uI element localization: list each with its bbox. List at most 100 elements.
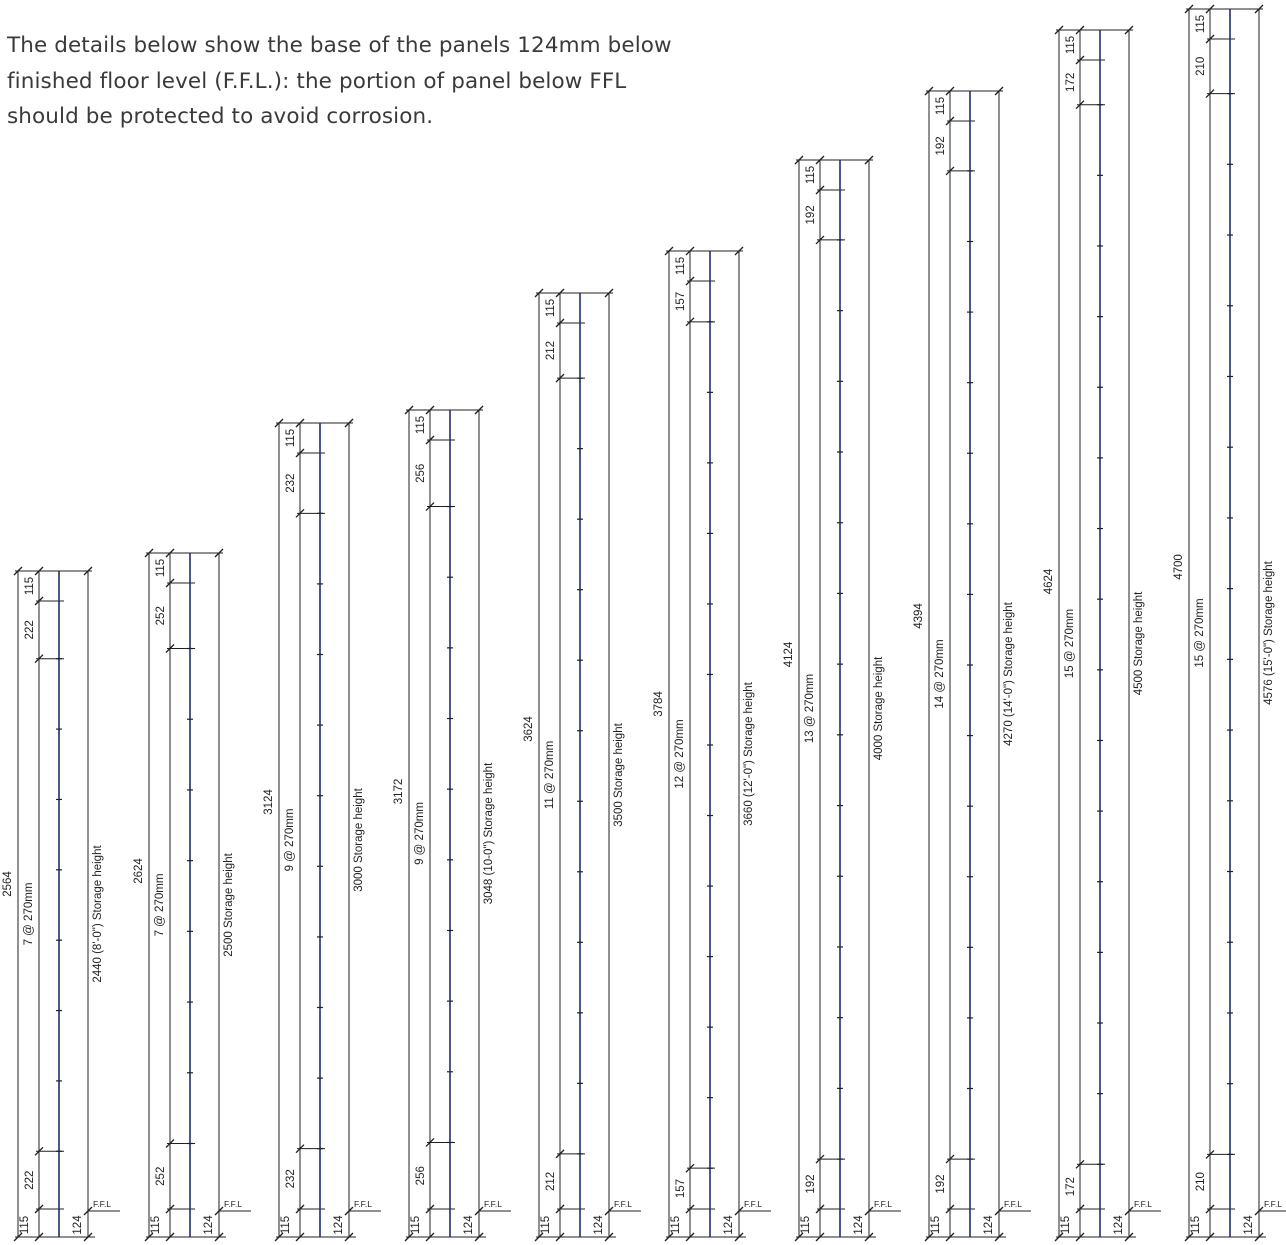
dimension-tick (1075, 1232, 1085, 1242)
dimension-tick (604, 288, 614, 298)
panel-elevation: F.F.L 3124 9 @ 270mm 3000 Storage height 115… (263, 418, 381, 1242)
storage-height-label: 3048 (10-0") Storage height (483, 762, 495, 904)
intro-text: The details below show the base of the p… (7, 28, 807, 135)
bottom-gap-label: 212 (545, 1172, 557, 1191)
storage-height-label: 4500 Storage height (1133, 591, 1145, 695)
dimension-tick (945, 86, 955, 96)
dimension-tick (83, 566, 93, 576)
total-height-label: 4700 (1173, 554, 1185, 580)
dimension-tick (344, 418, 354, 428)
dimension-tick (945, 1232, 955, 1242)
panel-elevation: F.F.L 3172 9 @ 270mm 3048 (10-0") Storage h… (393, 405, 511, 1242)
dimension-tick (344, 1232, 354, 1242)
ffl-label: F.F.L (93, 1199, 111, 1209)
top-gap-label: 232 (285, 474, 297, 493)
dimension-tick (555, 288, 565, 298)
ffl-label: F.F.L (224, 1199, 242, 1209)
dimension-tick (165, 548, 175, 558)
dimension-tick (864, 1232, 874, 1242)
top-gap-label: 252 (155, 606, 167, 625)
intro-line-3: should be protected to avoid corrosion. (7, 104, 434, 129)
dimension-tick (165, 1232, 175, 1242)
storage-height-label: 3000 Storage height (353, 787, 365, 891)
storage-height-label: 4000 Storage height (873, 656, 885, 760)
panel-elevation: F.F.L 3624 11 @ 270mm 3500 Storage height 11… (523, 288, 641, 1242)
intro-line-1: The details below show the base of the p… (7, 33, 672, 58)
bottom-gap-label: 222 (24, 1171, 36, 1190)
total-height-label: 3624 (523, 716, 535, 742)
dimension-tick (214, 1232, 224, 1242)
dimension-tick (815, 1232, 825, 1242)
total-height-label: 2564 (2, 871, 14, 897)
pitch-label: 11 @ 270mm (544, 741, 556, 809)
pitch-label: 7 @ 270mm (154, 874, 166, 937)
dimension-tick (474, 1232, 484, 1242)
below-ffl-label: 124 (463, 1215, 475, 1235)
total-height-label: 2624 (133, 858, 145, 884)
panel-elevation: F.F.L 3784 12 @ 270mm 3660 (12'-0") Storage… (653, 246, 771, 1242)
dimension-tick (604, 1232, 614, 1242)
bottom-offset-label: 115 (800, 1216, 812, 1234)
dimension-tick (734, 246, 744, 256)
below-ffl-label: 124 (1113, 1215, 1125, 1235)
bottom-gap-label: 192 (805, 1174, 817, 1193)
bottom-gap-label: 252 (155, 1167, 167, 1186)
dimension-tick (1124, 25, 1134, 35)
ffl-label: F.F.L (614, 1199, 632, 1209)
pitch-label: 9 @ 270mm (284, 809, 296, 872)
bottom-gap-label: 157 (675, 1179, 687, 1198)
bottom-offset-label: 115 (280, 1216, 292, 1234)
dimension-tick (1205, 1232, 1215, 1242)
panel-elevation: F.F.L 2564 7 @ 270mm 2440 (8'-0") Storage h… (2, 566, 120, 1242)
dimension-tick (214, 548, 224, 558)
dimension-tick (425, 405, 435, 415)
top-gap-label: 212 (545, 341, 557, 360)
dimension-tick (83, 1232, 93, 1242)
bottom-gap-label: 256 (415, 1166, 427, 1185)
bottom-offset-label: 115 (930, 1216, 942, 1234)
dimension-tick (1254, 4, 1264, 14)
bottom-offset-label: 115 (19, 1216, 31, 1234)
ffl-label: F.F.L (484, 1199, 502, 1209)
bottom-gap-label: 232 (285, 1169, 297, 1188)
top-offset-label: 115 (1195, 15, 1207, 33)
pitch-label: 12 @ 270mm (674, 719, 686, 788)
bottom-offset-label: 115 (150, 1216, 162, 1234)
top-offset-label: 115 (285, 429, 297, 447)
bottom-offset-label: 115 (540, 1216, 552, 1234)
below-ffl-label: 124 (203, 1215, 215, 1235)
bottom-offset-label: 115 (1060, 1216, 1072, 1234)
dimension-tick (34, 566, 44, 576)
ffl-label: F.F.L (1004, 1199, 1022, 1209)
pitch-label: 7 @ 270mm (23, 883, 35, 946)
dimension-tick (34, 1232, 44, 1242)
ffl-label: F.F.L (354, 1199, 372, 1209)
pitch-label: 15 @ 270mm (1064, 609, 1076, 678)
below-ffl-label: 124 (723, 1215, 735, 1235)
dimension-tick (1075, 25, 1085, 35)
top-offset-label: 115 (935, 97, 947, 115)
dimension-tick (1254, 1232, 1264, 1242)
panel-elevation: F.F.L 4124 13 @ 270mm 4000 Storage height 11… (783, 155, 901, 1242)
total-height-label: 4624 (1043, 568, 1055, 594)
total-height-label: 3172 (393, 779, 405, 805)
below-ffl-label: 124 (333, 1215, 345, 1235)
storage-height-label: 2500 Storage height (223, 852, 235, 956)
dimension-tick (295, 1232, 305, 1242)
pitch-label: 15 @ 270mm (1194, 598, 1206, 667)
top-offset-label: 115 (545, 299, 557, 317)
pitch-label: 14 @ 270mm (934, 639, 946, 708)
below-ffl-label: 124 (853, 1215, 865, 1235)
top-gap-label: 192 (805, 205, 817, 224)
below-ffl-label: 124 (1243, 1215, 1255, 1235)
below-ffl-label: 124 (593, 1215, 605, 1235)
dimension-tick (685, 246, 695, 256)
storage-height-label: 2440 (8'-0") Storage height (92, 845, 104, 983)
below-ffl-label: 124 (983, 1215, 995, 1235)
storage-height-label: 3660 (12'-0") Storage height (743, 681, 755, 826)
top-gap-label: 256 (415, 464, 427, 483)
dimension-tick (815, 155, 825, 165)
storage-height-label: 4576 (15'-0") Storage height (1263, 560, 1275, 705)
bottom-gap-label: 210 (1195, 1172, 1207, 1191)
